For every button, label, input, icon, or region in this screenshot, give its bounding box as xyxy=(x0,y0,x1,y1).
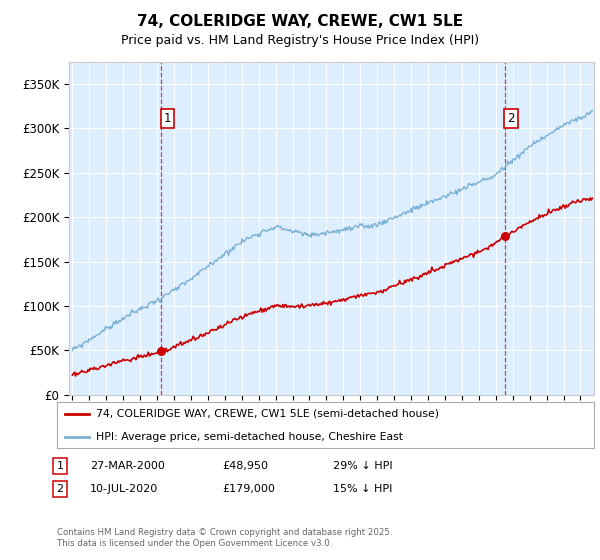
Text: 1: 1 xyxy=(56,461,64,471)
Text: Price paid vs. HM Land Registry's House Price Index (HPI): Price paid vs. HM Land Registry's House … xyxy=(121,34,479,46)
Text: 74, COLERIDGE WAY, CREWE, CW1 5LE (semi-detached house): 74, COLERIDGE WAY, CREWE, CW1 5LE (semi-… xyxy=(95,409,439,418)
Text: 2: 2 xyxy=(56,484,64,494)
Text: 1: 1 xyxy=(163,112,171,125)
Text: 74, COLERIDGE WAY, CREWE, CW1 5LE: 74, COLERIDGE WAY, CREWE, CW1 5LE xyxy=(137,14,463,29)
Text: Contains HM Land Registry data © Crown copyright and database right 2025.
This d: Contains HM Land Registry data © Crown c… xyxy=(57,528,392,548)
Text: 10-JUL-2020: 10-JUL-2020 xyxy=(90,484,158,494)
Text: 27-MAR-2000: 27-MAR-2000 xyxy=(90,461,165,471)
Text: HPI: Average price, semi-detached house, Cheshire East: HPI: Average price, semi-detached house,… xyxy=(95,432,403,441)
Text: £48,950: £48,950 xyxy=(222,461,268,471)
Text: 2: 2 xyxy=(507,112,515,125)
Text: 15% ↓ HPI: 15% ↓ HPI xyxy=(333,484,392,494)
Text: £179,000: £179,000 xyxy=(222,484,275,494)
Text: 29% ↓ HPI: 29% ↓ HPI xyxy=(333,461,392,471)
